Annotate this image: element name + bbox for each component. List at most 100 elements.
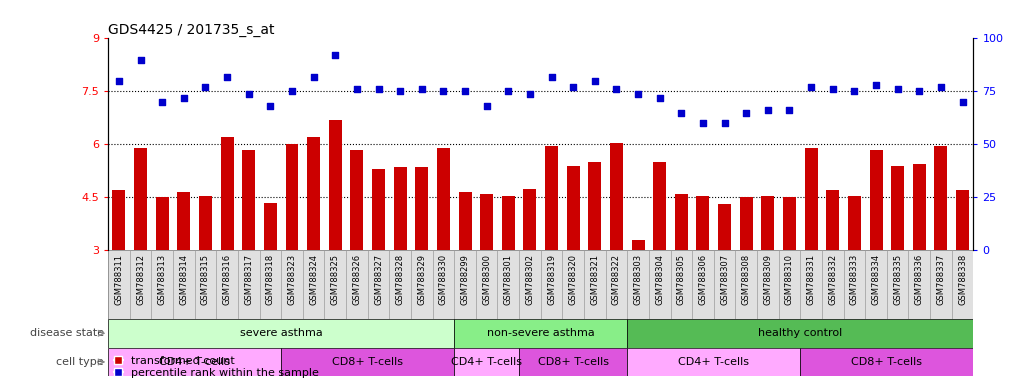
Bar xyxy=(804,148,818,250)
Point xyxy=(737,109,754,116)
Text: healthy control: healthy control xyxy=(758,328,843,338)
Bar xyxy=(696,196,710,250)
Bar xyxy=(454,319,627,348)
Bar xyxy=(324,250,346,319)
Bar xyxy=(718,205,731,250)
Bar xyxy=(584,250,606,319)
Bar xyxy=(848,196,861,250)
Point xyxy=(543,73,559,79)
Bar xyxy=(800,348,973,376)
Bar xyxy=(952,250,973,319)
Bar xyxy=(372,169,385,250)
Bar xyxy=(389,250,411,319)
Bar xyxy=(454,348,519,376)
Bar xyxy=(433,250,454,319)
Point xyxy=(435,88,451,94)
Bar xyxy=(476,250,497,319)
Point xyxy=(889,86,906,93)
Point xyxy=(867,82,884,88)
Point xyxy=(327,52,343,58)
Bar xyxy=(887,250,908,319)
Bar xyxy=(220,137,234,250)
Point xyxy=(674,109,690,116)
Point xyxy=(651,95,667,101)
Point xyxy=(717,120,733,126)
Bar xyxy=(627,348,800,376)
Bar xyxy=(281,348,454,376)
Text: GSM788308: GSM788308 xyxy=(742,254,751,305)
Text: GSM788337: GSM788337 xyxy=(936,254,946,305)
Text: GSM788332: GSM788332 xyxy=(828,254,837,305)
Text: GDS4425 / 201735_s_at: GDS4425 / 201735_s_at xyxy=(108,23,275,37)
Text: non-severe asthma: non-severe asthma xyxy=(487,328,594,338)
Point xyxy=(586,78,603,84)
Point xyxy=(175,95,192,101)
Text: GSM788306: GSM788306 xyxy=(698,254,708,305)
Point xyxy=(781,108,797,114)
Point xyxy=(110,78,128,84)
Text: GSM788320: GSM788320 xyxy=(569,254,578,305)
Bar xyxy=(108,348,281,376)
Bar xyxy=(346,250,368,319)
Bar xyxy=(177,192,191,250)
Text: GSM788311: GSM788311 xyxy=(114,254,124,305)
Point xyxy=(132,56,148,63)
Bar xyxy=(757,250,779,319)
Bar xyxy=(735,250,757,319)
Text: GSM788305: GSM788305 xyxy=(677,254,686,305)
Bar xyxy=(480,194,493,250)
Bar xyxy=(675,194,688,250)
Text: GSM788326: GSM788326 xyxy=(352,254,362,305)
Text: cell type: cell type xyxy=(57,357,104,367)
Text: GSM788323: GSM788323 xyxy=(287,254,297,305)
Text: GSM788333: GSM788333 xyxy=(850,254,859,305)
Point xyxy=(954,99,970,105)
Bar xyxy=(238,250,260,319)
Text: CD8+ T-cells: CD8+ T-cells xyxy=(852,357,922,367)
Bar xyxy=(844,250,865,319)
Text: GSM788325: GSM788325 xyxy=(331,254,340,305)
Bar xyxy=(934,146,948,250)
Text: GSM788309: GSM788309 xyxy=(763,254,772,305)
Text: GSM788313: GSM788313 xyxy=(158,254,167,305)
Bar xyxy=(740,197,753,250)
Text: severe asthma: severe asthma xyxy=(240,328,322,338)
Bar xyxy=(610,142,623,250)
Point xyxy=(564,84,581,90)
Bar xyxy=(541,250,562,319)
Legend: transformed count, percentile rank within the sample: transformed count, percentile rank withi… xyxy=(113,356,319,379)
Text: GSM788334: GSM788334 xyxy=(871,254,881,305)
Bar xyxy=(108,250,130,319)
Text: GSM788330: GSM788330 xyxy=(439,254,448,305)
Point xyxy=(283,88,301,94)
Point xyxy=(803,84,820,90)
Bar xyxy=(264,203,277,250)
Point xyxy=(154,99,171,105)
Text: CD8+ T-cells: CD8+ T-cells xyxy=(538,357,609,367)
Text: GSM788324: GSM788324 xyxy=(309,254,318,305)
Text: GSM788307: GSM788307 xyxy=(720,254,729,305)
Bar xyxy=(173,250,195,319)
Point xyxy=(759,108,777,114)
Bar xyxy=(199,196,212,250)
Bar xyxy=(303,250,324,319)
Bar xyxy=(649,250,671,319)
Text: GSM788328: GSM788328 xyxy=(396,254,405,305)
Point xyxy=(240,91,258,97)
Bar xyxy=(653,162,666,250)
Bar xyxy=(393,167,407,250)
Text: CD4+ T-cells: CD4+ T-cells xyxy=(679,357,749,367)
Text: GSM788319: GSM788319 xyxy=(547,254,556,305)
Text: GSM788317: GSM788317 xyxy=(244,254,253,305)
Bar xyxy=(458,192,472,250)
Bar xyxy=(151,250,173,319)
Bar xyxy=(627,319,973,348)
Point xyxy=(630,91,647,97)
Bar xyxy=(497,250,519,319)
Text: GSM788318: GSM788318 xyxy=(266,254,275,305)
Text: GSM788310: GSM788310 xyxy=(785,254,794,305)
Bar xyxy=(134,148,147,250)
Bar xyxy=(502,196,515,250)
Bar xyxy=(566,166,580,250)
Point xyxy=(521,91,538,97)
